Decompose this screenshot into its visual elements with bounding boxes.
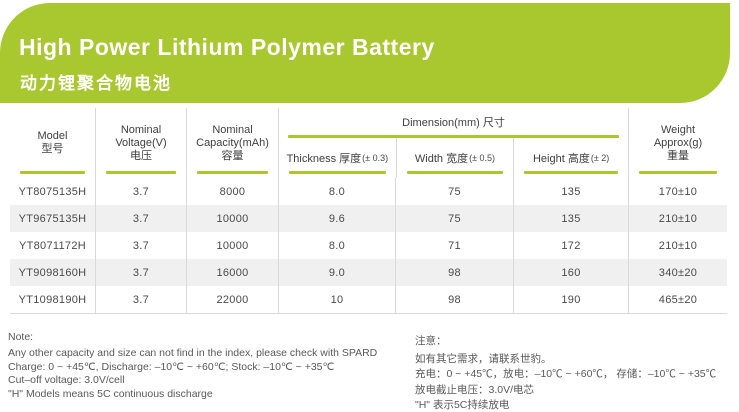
cell-width: 75 xyxy=(395,205,513,232)
dimension-subheaders: Thickness 厚度 (± 0.3) Width 宽度 (± 0.5) He… xyxy=(279,138,628,178)
dimension-underline xyxy=(288,135,619,138)
column-header-weight: Weight Approx(g) 重量 xyxy=(628,108,727,178)
cell-thickness: 9.0 xyxy=(278,259,395,286)
cell-thickness: 8.0 xyxy=(278,178,395,205)
subheader-label: Width 宽度 xyxy=(414,153,469,165)
cell-weight: 340±20 xyxy=(628,259,727,286)
column-header-height: Height 高度 (± 2) xyxy=(513,138,628,178)
cell-voltage: 3.7 xyxy=(95,259,186,286)
header-line: Approx(g) xyxy=(653,136,703,149)
cell-voltage: 3.7 xyxy=(95,178,186,205)
note-line: 放电截止电压：3.0V/电芯 xyxy=(415,383,535,396)
cell-model: YT8075135H xyxy=(18,185,87,198)
note-line: "H" Models means 5C continuous discharge xyxy=(8,388,213,401)
header-underline xyxy=(197,171,268,174)
note-line: Cut–off voltage: 3.0V/cell xyxy=(8,374,125,387)
header-line: Voltage(V) xyxy=(115,136,167,149)
cell-model: YT9675135H xyxy=(18,212,87,225)
cell-width: 98 xyxy=(395,286,513,313)
header-line: Capacity(mAh) xyxy=(196,136,269,149)
header-line: 容量 xyxy=(221,149,244,162)
page-subtitle: 动力锂聚合物电池 xyxy=(20,74,172,93)
notes-chinese: 注意： 如有其它需求，请联系世豹。 充电：0 ~ +45℃，放电：–10℃ ~ … xyxy=(415,334,735,412)
header-line: 电压 xyxy=(130,149,152,162)
header-underline xyxy=(289,171,386,174)
table-row: YT8071172H 3.7 10000 8.0 71 172 210±10 xyxy=(10,232,727,259)
cell-width: 75 xyxy=(395,178,513,205)
cell-voltage: 3.7 xyxy=(95,232,186,259)
cell-capacity: 16000 xyxy=(186,259,278,286)
cell-voltage: 3.7 xyxy=(95,286,186,313)
notes-title-zh: 注意： xyxy=(415,335,447,347)
cell-height: 135 xyxy=(513,205,628,232)
tolerance-label: (± 0.3) xyxy=(362,153,389,163)
cell-height: 135 xyxy=(513,178,628,205)
cell-width: 71 xyxy=(395,232,513,259)
table-body: YT8075135H 3.7 8000 8.0 75 135 170±10 YT… xyxy=(10,178,727,314)
column-header-model: Model 型号 xyxy=(10,108,95,178)
note-line: Charge: 0 ~ +45℃, Discharge: –10℃ ~ +60℃… xyxy=(8,360,335,373)
subheader-label: Height 高度 xyxy=(532,153,590,165)
notes-english: Note: Any other capacity and size can no… xyxy=(8,331,408,402)
cell-width: 98 xyxy=(395,259,513,286)
notes-title-en: Note: xyxy=(8,331,34,343)
cell-model: YT9098160H xyxy=(18,266,87,279)
table-row: YT9098160H 3.7 16000 9.0 98 160 340±20 xyxy=(10,259,727,286)
header-underline xyxy=(20,171,85,174)
cell-height: 190 xyxy=(513,286,628,313)
cell-weight: 210±10 xyxy=(628,232,727,259)
header-underline xyxy=(524,171,618,174)
cell-thickness: 10 xyxy=(278,286,395,313)
note-line: "H" 表示5C持续放电 xyxy=(415,399,510,411)
column-header-voltage: Nominal Voltage(V) 电压 xyxy=(95,108,186,178)
header-line: 型号 xyxy=(41,143,64,155)
page-title: High Power Lithium Polymer Battery xyxy=(19,34,435,60)
cell-height: 160 xyxy=(513,259,628,286)
note-line: 充电：0 ~ +45℃，放电：–10℃ ~ +60℃， 存储：–10℃ ~ +3… xyxy=(415,368,717,380)
cell-weight: 465±20 xyxy=(628,286,727,313)
subheader-label: Thickness 厚度 xyxy=(286,153,362,165)
cell-model: YT1098190H xyxy=(18,293,87,306)
header-underline xyxy=(106,171,176,174)
cell-capacity: 8000 xyxy=(186,178,278,205)
note-line: 如有其它需求，请联系世豹。 xyxy=(415,352,552,365)
header-line: Nominal xyxy=(120,123,162,136)
header-underline xyxy=(639,171,717,174)
cell-capacity: 10000 xyxy=(186,205,278,232)
dimension-group-title: Dimension(mm) 尺寸 xyxy=(402,116,505,129)
spec-table: Model 型号 Nominal Voltage(V) 电压 Nominal C… xyxy=(10,108,727,314)
cell-height: 172 xyxy=(513,232,628,259)
cell-voltage: 3.7 xyxy=(95,205,186,232)
header-underline xyxy=(406,171,504,174)
header-banner: High Power Lithium Polymer Battery 动力锂聚合… xyxy=(0,3,730,103)
column-group-dimension: Dimension(mm) 尺寸 Thickness 厚度 (± 0.3) Wi… xyxy=(278,108,628,178)
table-header: Model 型号 Nominal Voltage(V) 电压 Nominal C… xyxy=(10,108,727,178)
cell-weight: 210±10 xyxy=(628,205,727,232)
cell-thickness: 8.0 xyxy=(278,232,395,259)
table-row: YT8075135H 3.7 8000 8.0 75 135 170±10 xyxy=(10,178,727,205)
tolerance-label: (± 2) xyxy=(590,153,610,163)
cell-capacity: 10000 xyxy=(186,232,278,259)
header-line: Nominal xyxy=(212,123,253,136)
column-header-capacity: Nominal Capacity(mAh) 容量 xyxy=(186,108,278,178)
header-line: Weight xyxy=(660,123,696,136)
table-row: YT9675135H 3.7 10000 9.6 75 135 210±10 xyxy=(10,205,727,232)
header-line: Model xyxy=(37,130,68,142)
table-row: YT1098190H 3.7 22000 10 98 190 465±20 xyxy=(10,286,727,313)
header-line: 重量 xyxy=(667,149,689,162)
note-line: Any other capacity and size can not find… xyxy=(8,346,378,359)
cell-weight: 170±10 xyxy=(628,178,727,205)
tolerance-label: (± 0.5) xyxy=(469,153,496,163)
column-header-width: Width 宽度 (± 0.5) xyxy=(395,138,514,178)
cell-model: YT8071172H xyxy=(18,239,86,252)
cell-capacity: 22000 xyxy=(186,286,278,313)
column-header-thickness: Thickness 厚度 (± 0.3) xyxy=(279,138,396,178)
cell-thickness: 9.6 xyxy=(278,205,395,232)
